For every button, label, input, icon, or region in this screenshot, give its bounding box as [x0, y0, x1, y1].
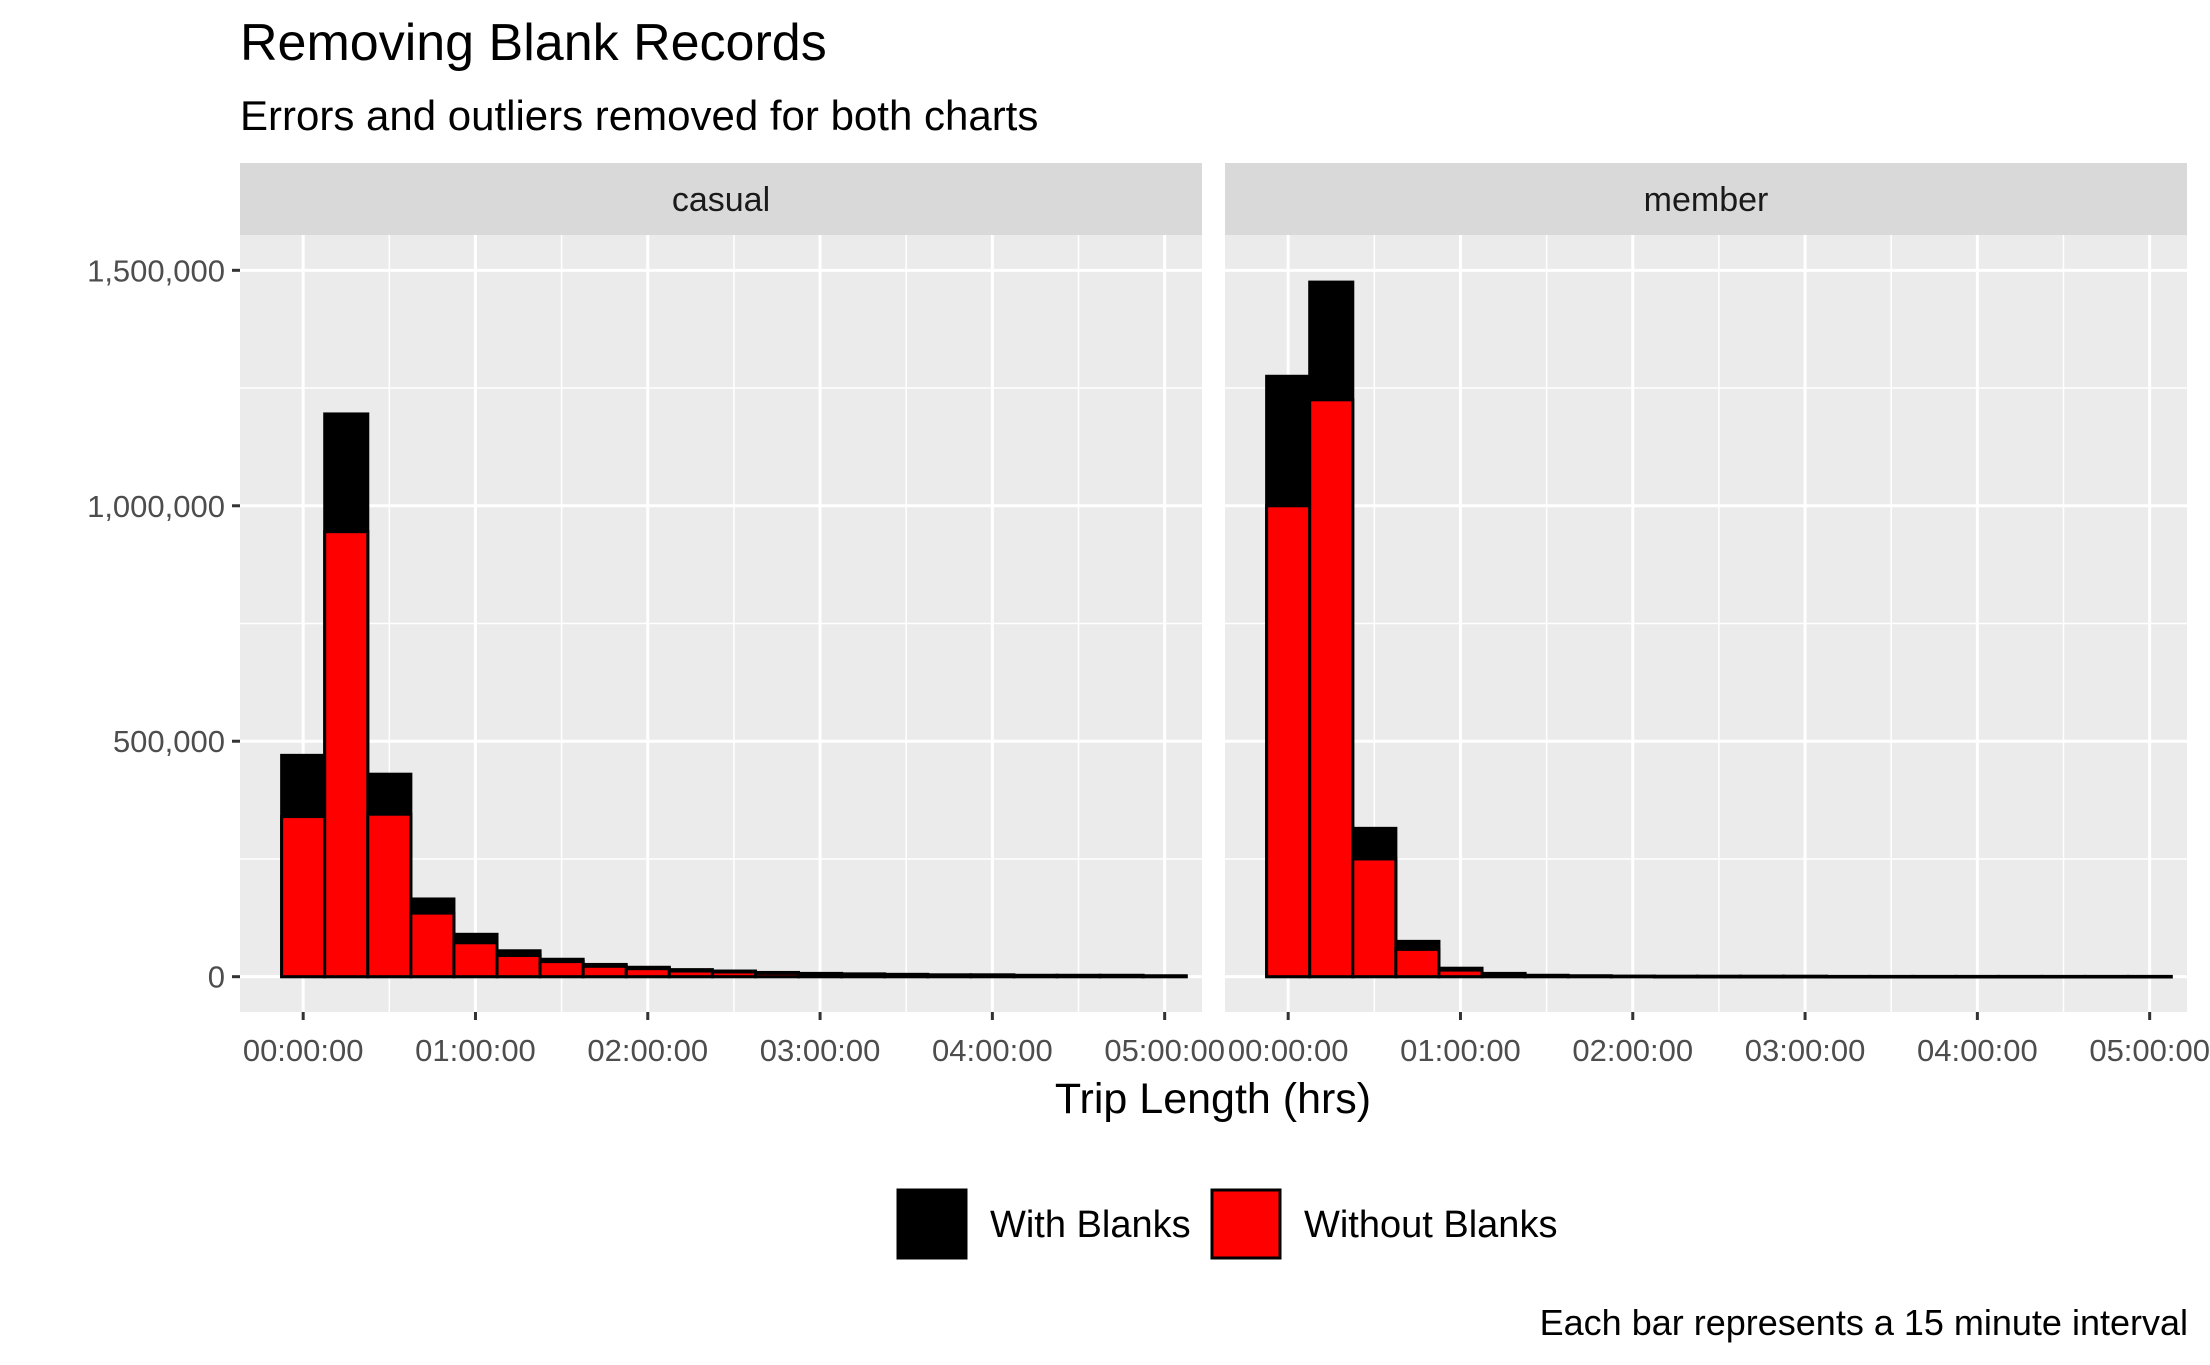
facet-label-member: member: [1644, 181, 1769, 219]
y-tick-label: 1,500,000: [87, 253, 225, 288]
histogram-bar: [624, 967, 671, 979]
facet-strip: [240, 163, 1202, 235]
histogram-bar: [1394, 947, 1441, 979]
x-tick-label: 03:00:00: [1745, 1033, 1866, 1068]
histogram-bar: [1868, 974, 1915, 979]
histogram-bar: [1480, 972, 1527, 979]
histogram-bar: [710, 970, 757, 979]
y-tick-label: 0: [208, 960, 225, 995]
histogram-bar: [797, 972, 844, 979]
legend-item: With Blanks: [896, 1188, 1191, 1260]
histogram-bar: [366, 812, 413, 979]
x-tick-label: 03:00:00: [760, 1033, 881, 1068]
histogram-bar: [1954, 974, 2001, 979]
histogram-bar: [409, 911, 456, 979]
histogram-bar: [1652, 974, 1699, 979]
histogram-bar: [1012, 974, 1059, 979]
histogram-bar: [1055, 974, 1102, 979]
histogram-bar: [1141, 974, 1188, 979]
series-without-blanks: [280, 530, 1188, 979]
histogram-bar: [2040, 974, 2087, 979]
x-tick-label: 00:00:00: [1228, 1033, 1349, 1068]
x-tick-label: 02:00:00: [587, 1033, 708, 1068]
legend-label: With Blanks: [990, 1204, 1191, 1246]
x-tick-label: 04:00:00: [1917, 1033, 2038, 1068]
histogram-bar: [323, 530, 370, 979]
facet-panel-member: member 00:00:00 01:00:00 02:00:00 03:00:00 04…: [1225, 163, 2210, 1068]
x-tick-label: 01:00:00: [415, 1033, 536, 1068]
histogram-bar: [1265, 504, 1312, 979]
series-without-blanks: [1265, 398, 2173, 979]
histogram-bar: [1351, 857, 1398, 979]
legend-item: Without Blanks: [1210, 1188, 1557, 1260]
legend-key: [1210, 1188, 1282, 1260]
x-tick-label: 04:00:00: [932, 1033, 1053, 1068]
histogram-bar: [969, 973, 1016, 979]
histogram-bar: [840, 972, 887, 979]
legend-key: [896, 1188, 968, 1260]
y-tick-label: 1,000,000: [87, 489, 225, 524]
histogram-bar: [495, 953, 542, 979]
histogram-bar: [2083, 974, 2130, 979]
legend: With Blanks Without Blanks: [896, 1188, 1557, 1260]
histogram-bar: [1695, 974, 1742, 979]
chart-subtitle: Errors and outliers removed for both cha…: [240, 92, 1038, 139]
facet-strip: [1225, 163, 2187, 235]
x-tick-label: 05:00:00: [2089, 1033, 2210, 1068]
histogram-bar: [1609, 974, 1656, 979]
x-tick-label: 05:00:00: [1104, 1033, 1225, 1068]
histogram-bar: [2126, 974, 2173, 979]
histogram-bar: [883, 973, 930, 979]
y-axis: 0 500,000 1,000,000 1,500,000: [87, 253, 240, 995]
x-axis-title: Trip Length (hrs): [1055, 1075, 1371, 1123]
histogram-bar: [1437, 968, 1484, 979]
x-tick-label: 02:00:00: [1572, 1033, 1693, 1068]
histogram-bar: [280, 815, 327, 979]
histogram-bar: [753, 971, 801, 979]
chart-title: Removing Blank Records: [240, 14, 827, 72]
y-tick-label: 500,000: [113, 724, 225, 759]
histogram-bar: [1911, 974, 1958, 979]
x-tick-label: 01:00:00: [1400, 1033, 1521, 1068]
histogram-bar: [1738, 974, 1786, 979]
histogram-bar: [452, 941, 499, 979]
histogram-bar: [581, 964, 628, 979]
histogram-bar: [1782, 974, 1829, 979]
histogram-bar: [667, 969, 714, 979]
facet-label-casual: casual: [672, 181, 770, 219]
histogram-bar: [1098, 974, 1145, 979]
histogram-bar: [1523, 974, 1570, 979]
histogram-bar: [1566, 974, 1613, 979]
facet-panels: casual 00:00:00 01:00:00 02:00:00 03:00:00 04…: [240, 163, 2210, 1068]
chart-caption: Each bar represents a 15 minute interval: [1540, 1302, 2188, 1343]
histogram-bar: [1997, 974, 2044, 979]
histogram-bar: [1825, 974, 1872, 979]
histogram-bar: [926, 973, 973, 979]
legend-label: Without Blanks: [1304, 1204, 1557, 1246]
facet-panel-casual: casual 00:00:00 01:00:00 02:00:00 03:00:00 04…: [240, 163, 1225, 1068]
x-tick-label: 00:00:00: [243, 1033, 364, 1068]
histogram-bar: [1308, 398, 1355, 979]
histogram-bar: [538, 960, 585, 979]
